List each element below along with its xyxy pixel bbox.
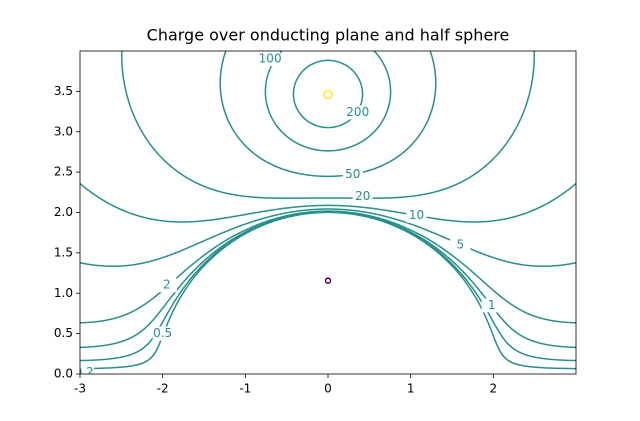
y-tick-label: 0.5 (54, 326, 73, 340)
x-tick-label: -2 (157, 382, 169, 396)
charge-marker (323, 89, 333, 100)
contour-line (292, 59, 364, 129)
label-gap (152, 326, 173, 341)
label-gap (347, 105, 368, 120)
contour-line (80, 211, 576, 349)
x-tick-label: 0 (324, 382, 332, 396)
label-gap (481, 298, 502, 313)
contour-label: 200 (346, 105, 369, 119)
contour-label: 0.5 (153, 326, 172, 340)
label-gap (80, 365, 95, 374)
x-tick-label: -1 (239, 382, 251, 396)
contour-label: 0.2 (75, 365, 94, 379)
y-tick-label: 2.5 (54, 165, 73, 179)
contour-label: 2 (163, 278, 171, 292)
charge-marker (324, 277, 332, 284)
contour-label: 100 (259, 52, 282, 66)
label-gap (260, 52, 281, 67)
y-tick-label: 3.0 (54, 124, 73, 138)
y-tick-label: 2.0 (54, 205, 73, 219)
x-tick-label: 1 (407, 382, 415, 396)
y-tick-label: 1.0 (54, 286, 73, 300)
plot-area: 0.2 0.5 1 2 5 10 20 50 100 200 (75, 51, 576, 379)
label-gap (342, 167, 363, 182)
label-gap (450, 237, 471, 252)
label-gap (352, 189, 373, 204)
y-tick-label: 0.0 (54, 367, 73, 381)
label-gap (406, 208, 427, 223)
contour-label: 10 (409, 208, 424, 222)
contour-label: 1 (488, 298, 496, 312)
contour-label: 50 (345, 167, 360, 181)
contour-line (120, 51, 536, 199)
chart-title: Charge over onducting plane and half sph… (147, 26, 510, 45)
x-tick-label: 2 (490, 382, 498, 396)
y-tick-label: 1.5 (54, 245, 73, 259)
x-tick-label: -3 (74, 382, 86, 396)
contour-line (80, 182, 576, 223)
label-gap (156, 278, 177, 293)
contour-label: 5 (456, 237, 464, 251)
y-tick-label: 3.5 (54, 84, 73, 98)
contour-label: 20 (355, 189, 370, 203)
